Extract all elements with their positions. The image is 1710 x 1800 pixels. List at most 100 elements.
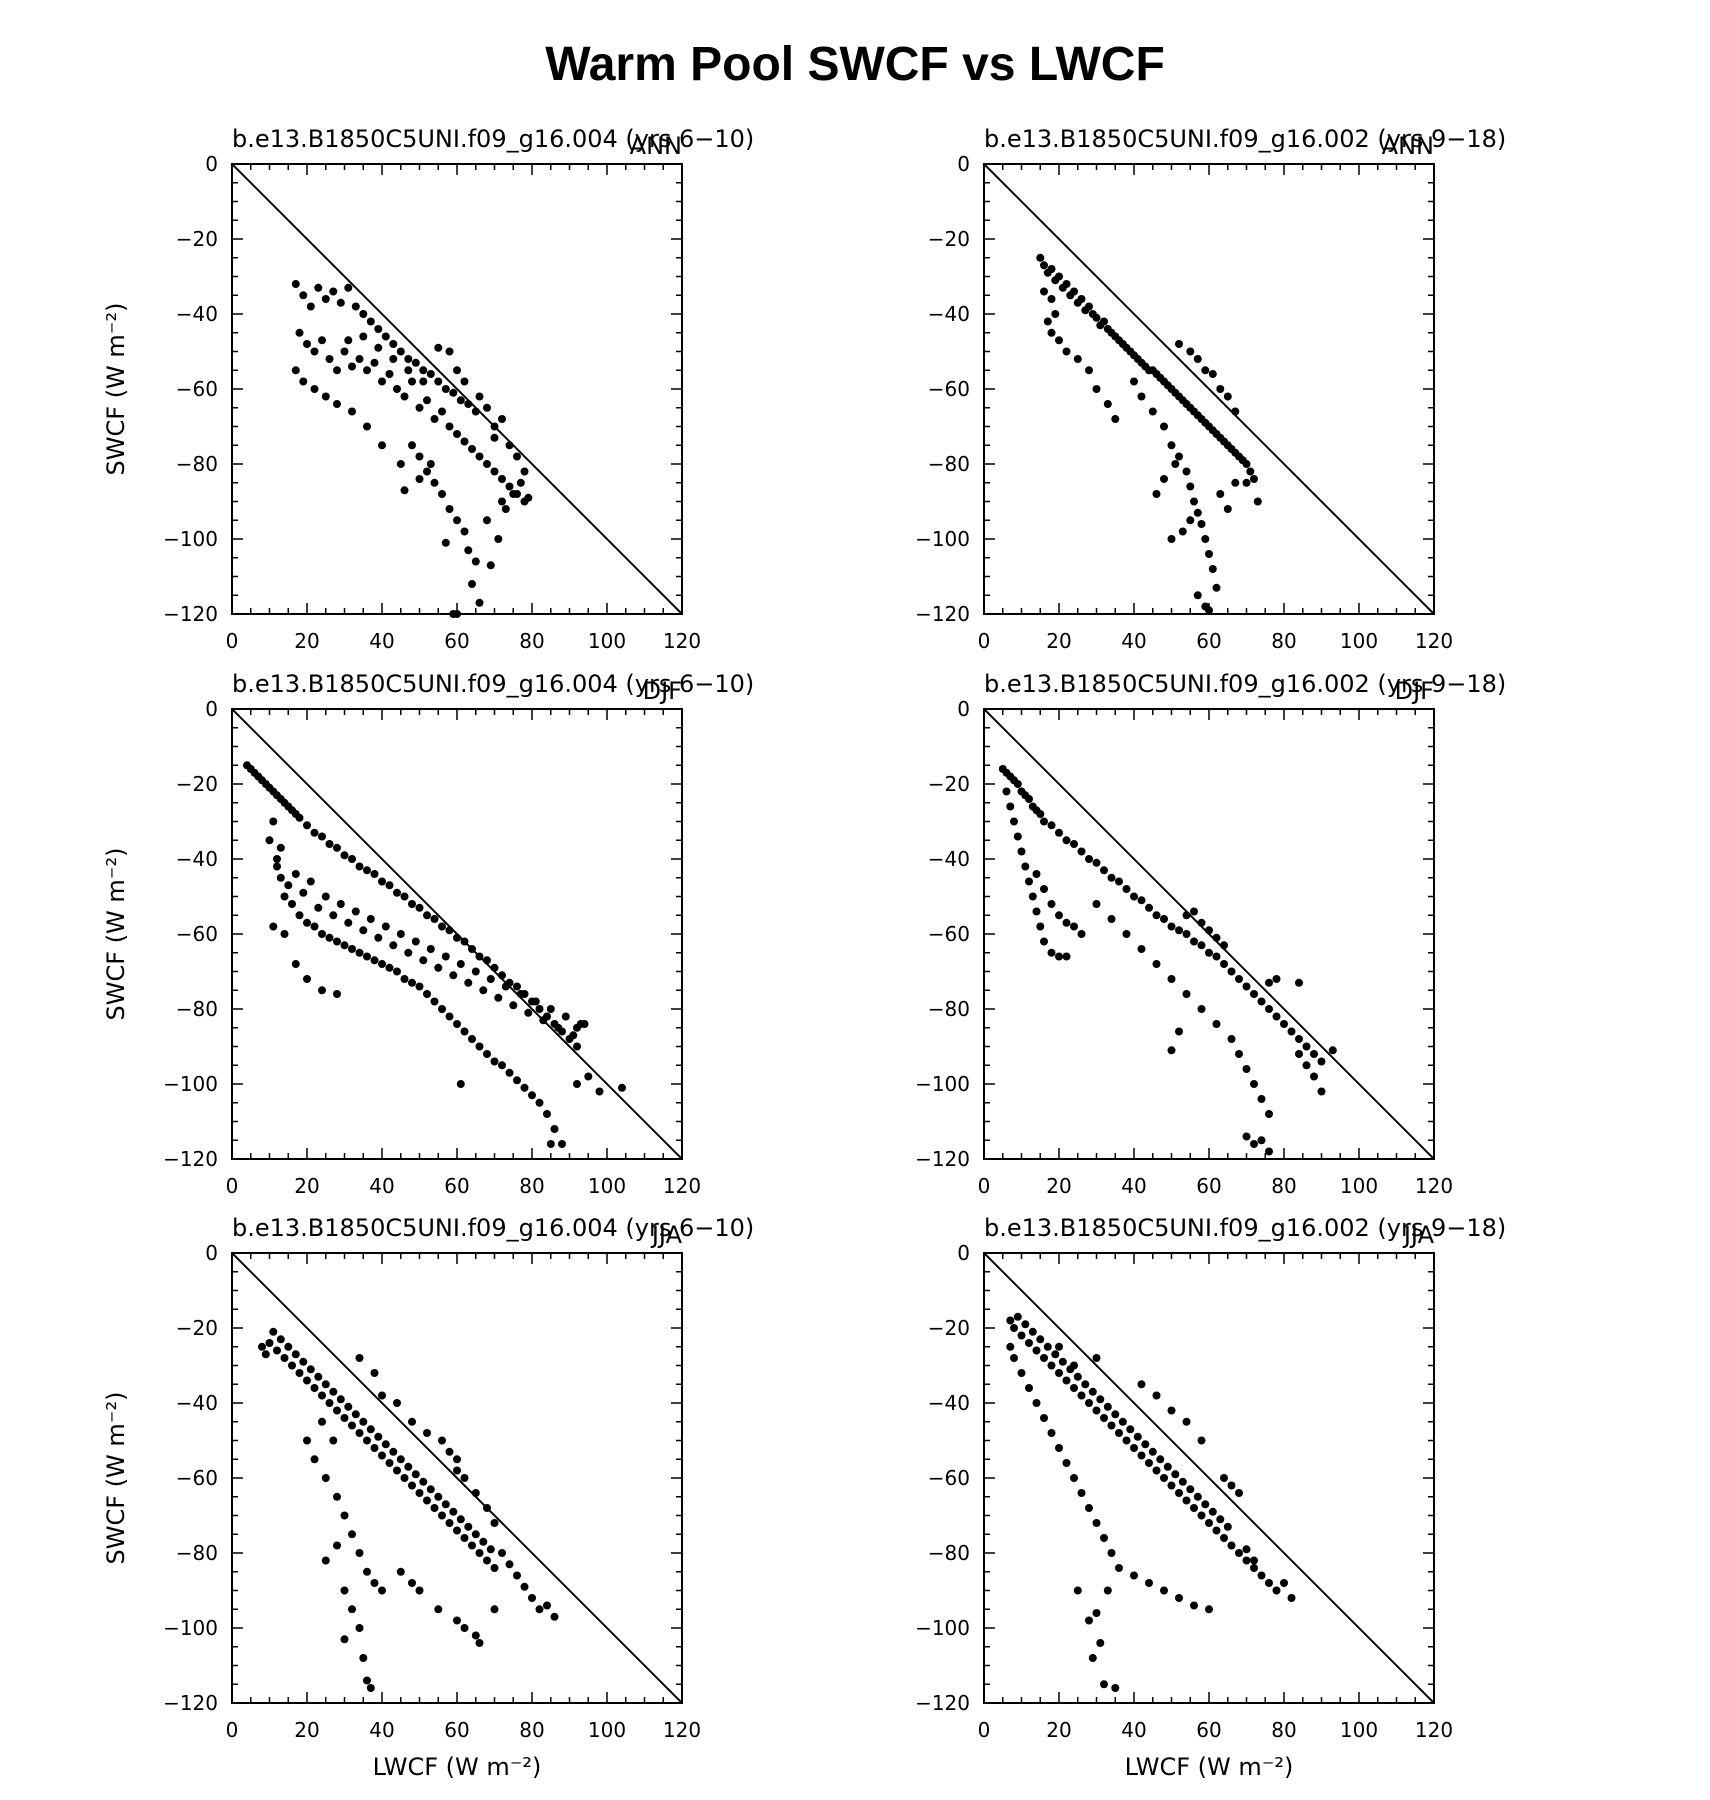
data-point (1062, 280, 1071, 288)
data-point (1186, 1485, 1195, 1494)
x-axis-unit: (W m⁻²) (1190, 1753, 1293, 1781)
data-point (524, 493, 533, 502)
data-point (468, 1035, 476, 1043)
data-point (411, 358, 420, 367)
data-point (438, 1005, 446, 1013)
data-point (445, 926, 454, 935)
data-point (1295, 978, 1303, 987)
data-point (441, 385, 450, 393)
data-point (1010, 817, 1018, 826)
data-point (280, 930, 289, 938)
data-point (1190, 1601, 1198, 1610)
data-point (1062, 1459, 1071, 1467)
data-point (550, 1612, 559, 1621)
season-label: DJF (1395, 677, 1434, 705)
y-tick-label: −100 (163, 1616, 218, 1640)
data-point (404, 1462, 413, 1471)
data-point (299, 291, 308, 300)
y-tick-label: −80 (928, 1541, 970, 1565)
data-point (1047, 328, 1056, 337)
data-point (318, 930, 326, 938)
data-point (554, 1023, 563, 1032)
data-point (374, 325, 383, 333)
data-point (1085, 302, 1093, 311)
data-point (408, 900, 416, 908)
data-point (1062, 836, 1071, 845)
y-tick-label: −20 (176, 1316, 218, 1340)
x-tick-label: 60 (1196, 1174, 1221, 1198)
data-point (1186, 347, 1195, 356)
data-point (1081, 1380, 1090, 1389)
data-point (385, 963, 394, 972)
data-point (1092, 1519, 1101, 1527)
data-point (366, 1425, 375, 1434)
data-point (1223, 392, 1232, 401)
data-point (1175, 1489, 1183, 1497)
x-tick-label: 80 (1271, 1174, 1296, 1198)
data-point (471, 1631, 480, 1640)
data-point (1062, 918, 1071, 927)
data-point (1092, 900, 1101, 908)
data-point (1212, 952, 1221, 961)
data-point (1167, 1481, 1176, 1490)
data-point (1182, 990, 1191, 998)
data-point (1208, 565, 1217, 573)
data-point (1235, 975, 1243, 983)
data-point (453, 1526, 461, 1535)
data-point (415, 403, 424, 412)
data-point (490, 963, 499, 972)
data-point (1043, 317, 1052, 326)
data-point (329, 1387, 338, 1396)
data-point (415, 982, 424, 991)
y-axis-label: SWCF (W m⁻²) (102, 1392, 130, 1565)
data-point (1227, 1035, 1236, 1043)
scatter-panel: b.e13.B1850C5UNI.f09_g16.004 (yrs 6−10)D… (102, 670, 754, 1198)
data-point (543, 1110, 551, 1118)
data-point (569, 1031, 578, 1040)
data-point (370, 1444, 379, 1452)
data-point (1220, 1474, 1228, 1482)
data-point (438, 922, 446, 931)
data-point (295, 1369, 304, 1377)
x-tick-label: 120 (1415, 1718, 1453, 1742)
x-tick-label: 80 (519, 1174, 544, 1198)
data-point (336, 1395, 345, 1404)
data-point (490, 467, 499, 476)
data-point (486, 561, 495, 570)
data-point (1220, 1534, 1228, 1542)
data-point (1197, 1436, 1206, 1445)
case-name: b.e13.B1850C5UNI.f09_g16.002 (984, 670, 1370, 698)
data-point (490, 1057, 499, 1066)
data-point (460, 527, 469, 536)
one-to-one-line (231, 163, 683, 615)
data-point (1186, 516, 1195, 525)
data-point (381, 922, 390, 931)
data-point (1212, 1020, 1221, 1028)
case-years: (yrs 6−10) (618, 670, 754, 698)
data-point (1148, 1447, 1157, 1456)
data-point (423, 396, 431, 405)
data-point (1047, 821, 1056, 830)
data-point (404, 948, 413, 957)
data-point (430, 997, 439, 1006)
y-tick-label: −60 (928, 922, 970, 946)
data-point (333, 366, 341, 375)
data-point (430, 415, 439, 423)
data-point (1130, 1571, 1138, 1580)
data-point (1088, 1387, 1097, 1396)
data-point (393, 967, 401, 976)
data-point (1163, 1462, 1172, 1471)
data-point (333, 1492, 341, 1501)
data-point (441, 1500, 450, 1509)
data-point (411, 937, 420, 946)
data-point (1265, 1110, 1273, 1118)
data-point (498, 1061, 506, 1070)
data-point (1055, 952, 1063, 961)
data-point (505, 1068, 514, 1077)
data-point (370, 1369, 379, 1377)
data-point (1100, 1414, 1108, 1422)
data-point (475, 452, 484, 461)
x-tick-label: 80 (1271, 629, 1296, 653)
data-point (1036, 253, 1045, 262)
data-point (1013, 832, 1022, 841)
